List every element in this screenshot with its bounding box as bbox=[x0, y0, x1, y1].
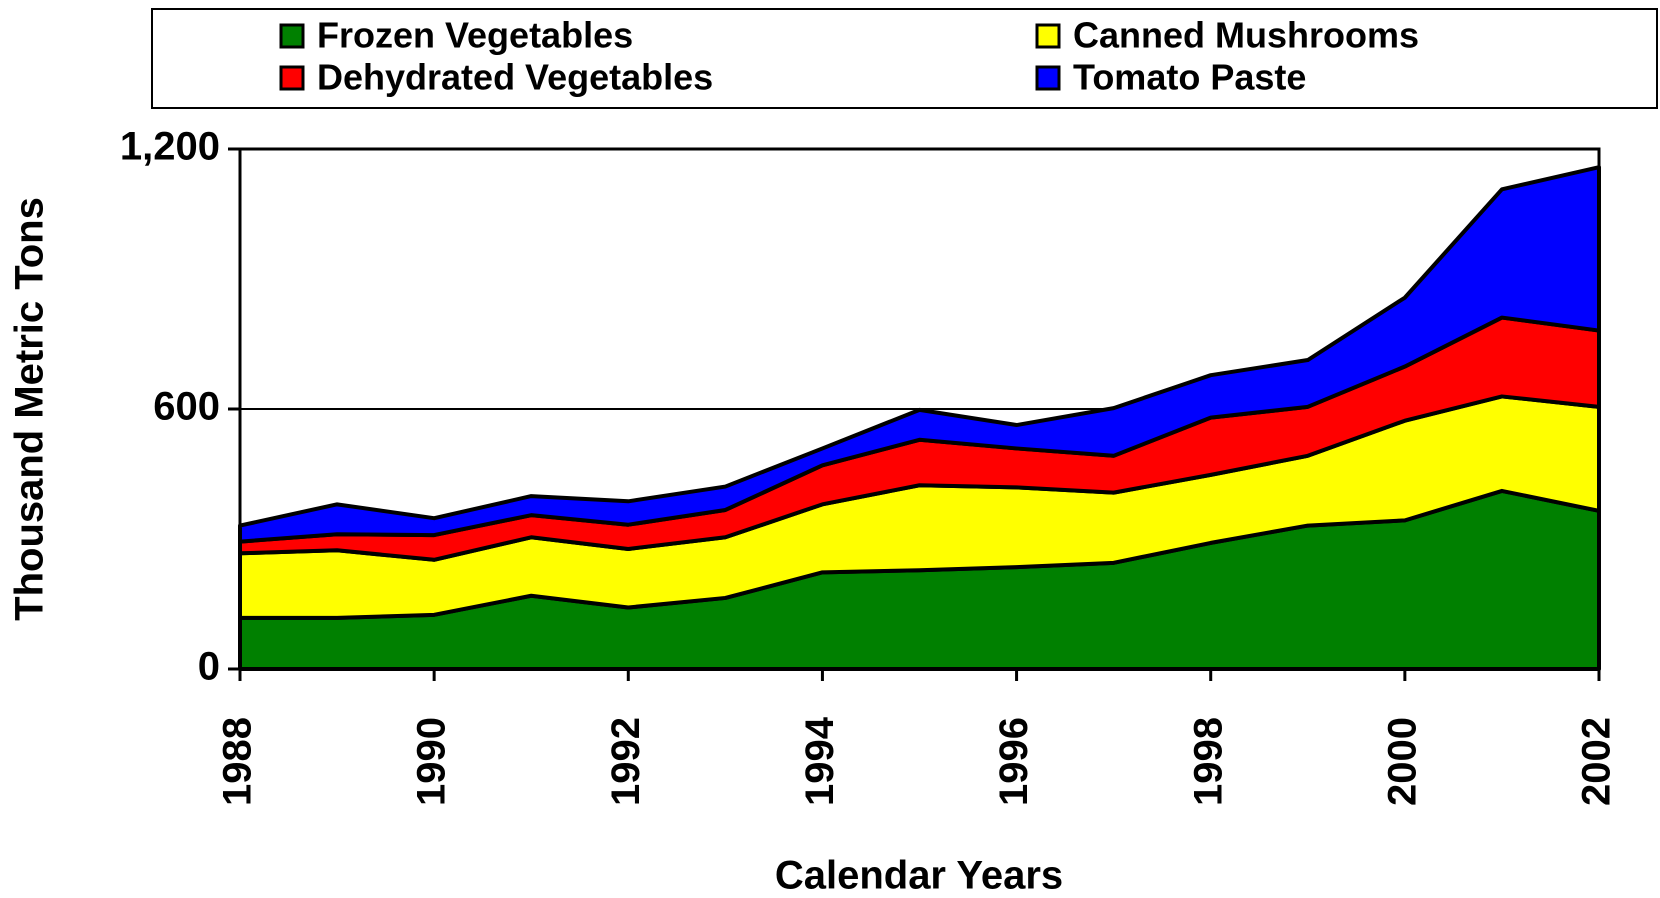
y-tick-label: 600 bbox=[153, 385, 220, 429]
x-tick-label: 1998 bbox=[1186, 717, 1230, 806]
x-axis-title: Calendar Years bbox=[775, 854, 1063, 898]
x-tick-label: 1994 bbox=[798, 716, 842, 806]
x-tick-label: 2002 bbox=[1575, 717, 1619, 806]
legend-swatch bbox=[1035, 23, 1061, 49]
legend-label: Canned Mushrooms bbox=[1073, 15, 1419, 56]
y-axis-title: Thousand Metric Tons bbox=[8, 197, 52, 621]
x-tick-label: 1990 bbox=[410, 717, 454, 806]
legend-box bbox=[151, 8, 1658, 109]
legend-label: Dehydrated Vegetables bbox=[317, 57, 713, 98]
legend-swatch bbox=[279, 65, 305, 91]
legend-label: Tomato Paste bbox=[1073, 57, 1306, 98]
x-tick-label: 1992 bbox=[604, 717, 648, 806]
legend-label: Frozen Vegetables bbox=[317, 15, 633, 56]
legend-swatch bbox=[1035, 65, 1061, 91]
x-tick-label: 1988 bbox=[216, 717, 260, 806]
y-tick-label: 0 bbox=[198, 645, 220, 689]
legend-swatch bbox=[279, 23, 305, 49]
x-tick-label: 2000 bbox=[1380, 717, 1424, 806]
y-tick-label: 1,200 bbox=[120, 125, 220, 169]
x-tick-label: 1996 bbox=[992, 717, 1036, 806]
